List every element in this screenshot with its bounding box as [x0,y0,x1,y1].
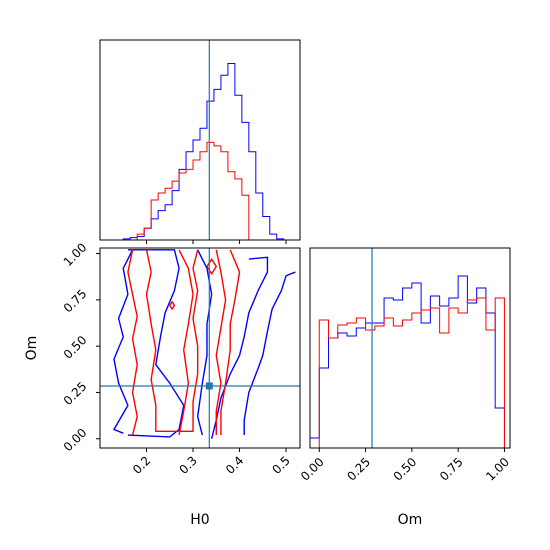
contour-red-line-7 [206,258,217,275]
contour-x-tick-label: 0.3 [176,453,199,476]
om-x-tick-label: 0.75 [437,455,466,484]
contour-red-line-5 [145,249,199,433]
contour-red-line-1 [127,249,138,436]
contour-red-line-4 [220,249,241,436]
contour-y-tick-label: 0.50 [61,333,90,362]
h0-histogram-panel [99,39,301,244]
contour-x-tick-label: 0.4 [223,453,246,476]
contour-lines-group [113,249,296,439]
contour-y-tick-label: 0.25 [61,379,90,408]
contour-blue-line-3 [196,249,213,436]
contour-y-tick-label: 0.00 [61,426,90,455]
om-x-tick-label: 0.50 [391,455,420,484]
contour-blue-line-5 [243,271,296,436]
contour-blue-line-4 [210,256,269,439]
contour-y-tick-label: 0.75 [61,287,90,316]
om-x-tick-label: 1.00 [483,455,512,484]
contour-red-line-2 [178,249,194,436]
contour-x-tick-label: 0.5 [270,453,293,476]
contour-blue-line-2 [113,249,134,434]
om-histogram-frame [309,247,511,449]
om-x-axis-label: Om [398,512,423,528]
om-series-blue-histogram [309,275,505,448]
contour-y-tick-label: 1.00 [61,240,90,269]
contour-red-line-6 [169,301,176,310]
om-series-red-histogram [310,297,505,449]
contour-x-tick-label: 0.2 [130,453,153,476]
h0-om-contour-panel: 0.2 0.3 0.4 0.5 0.00 0.25 0.50 0.75 1.00 H0 Om [24,240,301,528]
contour-truth-marker [205,382,213,390]
om-x-tick-label: 0.00 [298,455,327,484]
om-histogram-panel: 0.00 0.25 0.50 0.75 1.00 Om [298,247,512,528]
om-axis-label: Om [24,336,40,361]
h0-histogram-frame [99,39,301,241]
contour-red-line-3 [215,249,227,436]
contour-frame [99,247,301,449]
h0-axis-label: H0 [190,512,209,528]
h0-series-red-histogram [123,141,284,241]
om-x-tick-label: 0.25 [344,455,373,484]
